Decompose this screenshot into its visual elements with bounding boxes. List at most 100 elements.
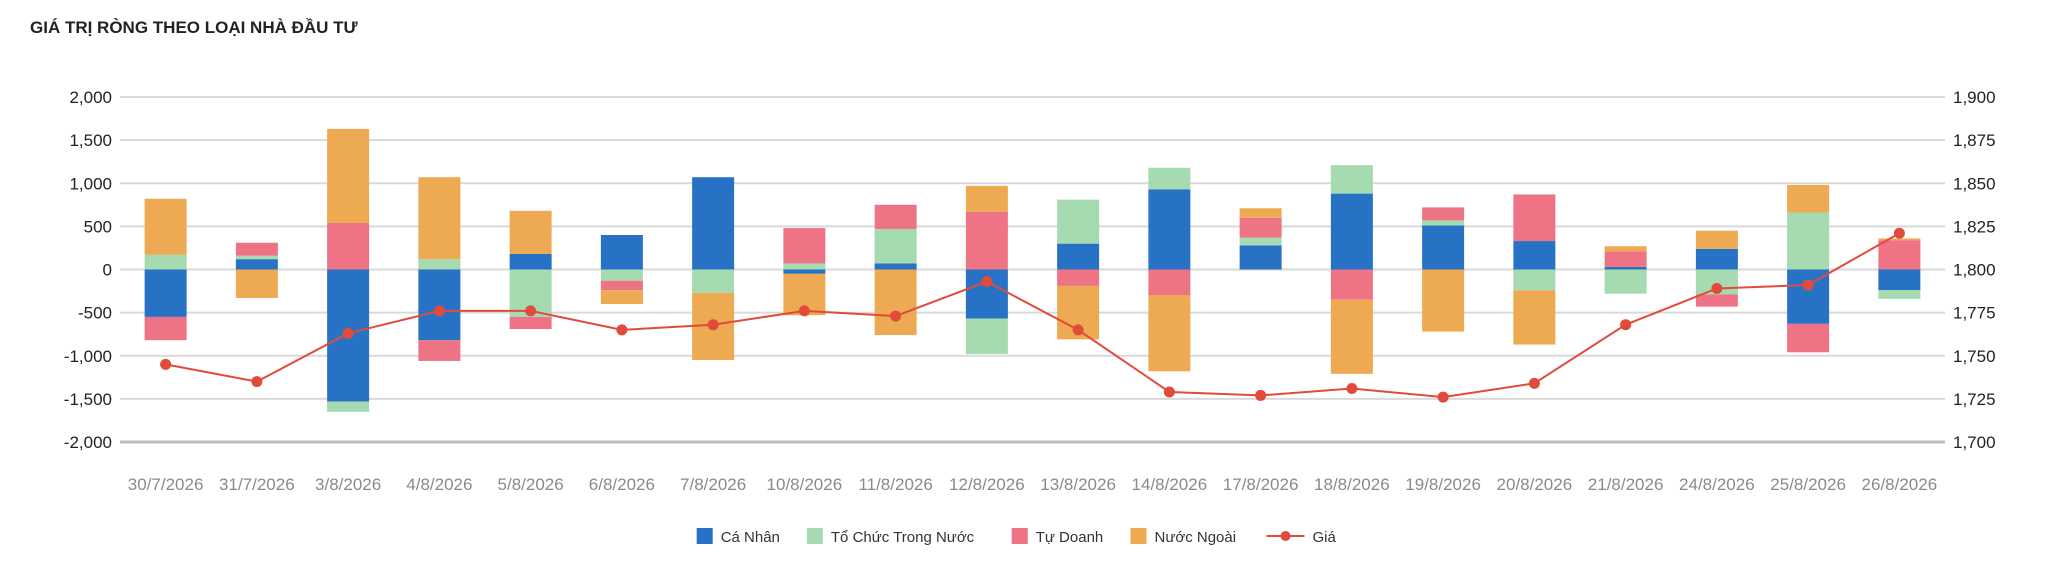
bar-segment <box>600 235 643 270</box>
bar-segment <box>600 290 643 304</box>
price-point <box>342 327 354 339</box>
bar-segment <box>418 259 461 270</box>
x-tick-label: 4/8/2026 <box>406 475 472 494</box>
bar-segment <box>1513 290 1556 345</box>
legend-label: Tự Doanh <box>1036 529 1104 546</box>
bar-segment <box>1239 245 1282 270</box>
x-tick-label: 14/8/2026 <box>1132 475 1208 494</box>
bar-segment <box>1695 230 1738 249</box>
bar-segment <box>1057 199 1100 244</box>
legend-item: Cá Nhân <box>696 528 780 546</box>
legend-swatch <box>806 528 823 544</box>
bar-segment <box>1878 269 1921 291</box>
bar-segment <box>1513 241 1556 270</box>
price-point <box>707 319 719 331</box>
right-axis: 1,900 1,875 1,850 1,825 1,800 1,775 1,750 1,725… <box>1953 88 1996 452</box>
price-line <box>165 232 1900 399</box>
x-tick-label: 30/7/2026 <box>128 475 204 494</box>
price-point <box>798 305 810 317</box>
y-tick-label: 2,000 <box>69 88 112 107</box>
bar-segment <box>509 253 552 270</box>
bar-segment <box>874 269 917 336</box>
bar-segment <box>874 204 917 229</box>
bar-segment <box>509 316 552 330</box>
bar-segment <box>1787 323 1830 353</box>
bar-segment <box>1422 207 1465 221</box>
y-tick-label: -1,000 <box>64 347 112 366</box>
x-tick-label: 12/8/2026 <box>949 475 1025 494</box>
legend-item: Tự Doanh <box>1011 528 1104 546</box>
bar-segment <box>327 401 370 412</box>
price-point <box>981 276 993 288</box>
legend: Cá Nhân Tổ Chức Trong Nước Tự Doanh Nước Ng… <box>696 528 1337 546</box>
bar-segment <box>965 185 1008 212</box>
bar-segment <box>1148 167 1191 190</box>
price-point <box>616 324 628 336</box>
bar-segment <box>1787 212 1830 270</box>
legend-swatch <box>696 528 713 544</box>
bar-segment <box>1422 269 1465 332</box>
bar-series <box>144 128 1921 412</box>
bar-segment <box>144 198 187 255</box>
bar-segment <box>144 269 187 317</box>
y2-tick-label: 1,725 <box>1953 390 1996 409</box>
bar-segment <box>144 316 187 341</box>
chart-title: GIÁ TRỊ RÒNG THEO LOẠI NHÀ ĐẦU TƯ <box>30 18 358 37</box>
x-tick-label: 6/8/2026 <box>589 475 655 494</box>
legend-label: Giá <box>1313 529 1337 546</box>
y2-tick-label: 1,775 <box>1953 304 1996 323</box>
bar-segment <box>1330 165 1373 194</box>
price-point <box>1346 383 1358 395</box>
bar-segment <box>1695 294 1738 307</box>
y2-tick-label: 1,900 <box>1953 88 1996 107</box>
bar-segment <box>1330 299 1373 374</box>
y2-tick-label: 1,875 <box>1953 131 1996 150</box>
x-axis: 30/7/2026 31/7/2026 3/8/2026 4/8/2026 5/8/20… <box>128 475 1937 494</box>
legend-item: Tổ Chức Trong Nước <box>806 528 975 546</box>
bar-segment <box>1604 266 1647 270</box>
legend-swatch <box>1130 528 1147 544</box>
grid-lines <box>120 96 1945 444</box>
bar-segment <box>1057 269 1100 286</box>
x-tick-label: 7/8/2026 <box>680 475 746 494</box>
bar-segment <box>1604 269 1647 294</box>
legend-swatch <box>1011 528 1028 544</box>
y2-tick-label: 1,850 <box>1953 174 1996 193</box>
bar-segment <box>1422 225 1465 270</box>
bar-segment <box>327 128 370 223</box>
bar-segment <box>1787 269 1830 324</box>
x-tick-label: 10/8/2026 <box>767 475 843 494</box>
bar-segment <box>783 228 826 264</box>
legend-label: Tổ Chức Trong Nước <box>831 529 975 546</box>
legend-item: Giá <box>1266 529 1337 546</box>
y-tick-label: -1,500 <box>64 390 112 409</box>
x-tick-label: 20/8/2026 <box>1497 475 1573 494</box>
price-line-series <box>160 227 1905 403</box>
x-tick-label: 3/8/2026 <box>315 475 381 494</box>
bar-segment <box>692 177 735 270</box>
x-tick-label: 31/7/2026 <box>219 475 295 494</box>
x-tick-label: 17/8/2026 <box>1223 475 1299 494</box>
bar-segment <box>327 222 370 270</box>
legend-marker <box>1280 531 1291 541</box>
bar-segment <box>1057 243 1100 270</box>
bar-segment <box>418 340 461 361</box>
x-tick-label: 25/8/2026 <box>1770 475 1846 494</box>
bar-segment <box>1422 220 1465 226</box>
bar-segment <box>874 228 917 264</box>
bar-segment <box>418 177 461 260</box>
y-tick-label: 0 <box>103 261 112 280</box>
bar-segment <box>1604 246 1647 252</box>
bar-segment <box>1148 189 1191 270</box>
legend-label: Nước Ngoài <box>1155 529 1237 546</box>
y-tick-label: -500 <box>78 304 112 323</box>
x-tick-label: 5/8/2026 <box>498 475 564 494</box>
bar-segment <box>1330 193 1373 270</box>
price-point <box>1620 319 1632 331</box>
bar-segment <box>1878 238 1921 241</box>
y2-tick-label: 1,700 <box>1953 433 1996 452</box>
bar-segment <box>600 269 643 281</box>
price-point <box>433 305 445 317</box>
legend-item: Nước Ngoài <box>1130 528 1237 546</box>
bar-segment <box>1148 269 1191 296</box>
